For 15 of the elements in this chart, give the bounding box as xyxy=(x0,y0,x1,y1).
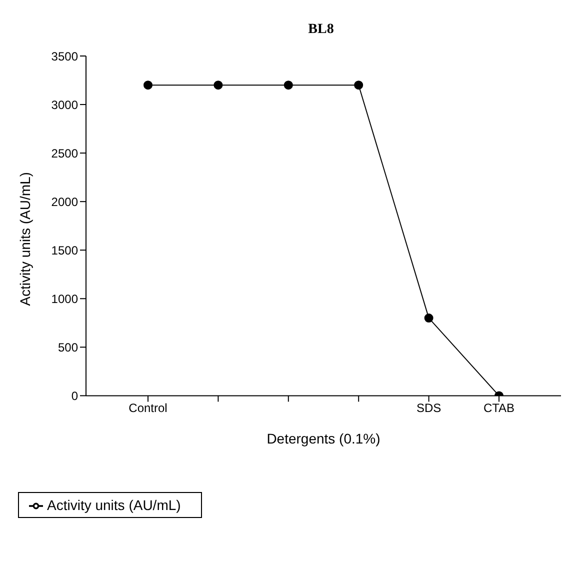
y-tick-label: 2500 xyxy=(51,146,78,160)
y-tick-label: 1500 xyxy=(51,243,78,258)
x-tick-label: SDS xyxy=(416,401,442,416)
y-tick-label: 3500 xyxy=(51,49,78,64)
x-tick-label: Control xyxy=(128,401,168,416)
chart-title: BL8 xyxy=(307,22,335,39)
legend-label: Activity units (AU/mL) xyxy=(47,496,181,513)
y-tick-label: 0 xyxy=(71,388,78,403)
y-axis-title: Activity units (AU/mL) xyxy=(16,172,33,306)
y-tick-label: 500 xyxy=(58,340,78,354)
y-tick-label: 3000 xyxy=(51,98,78,112)
y-tick-label: 1000 xyxy=(51,292,78,306)
x-axis-title: Detergents (0.1%) xyxy=(266,430,380,447)
x-tick-label: CTAB xyxy=(483,401,515,416)
y-tick-label: 2000 xyxy=(51,194,78,209)
